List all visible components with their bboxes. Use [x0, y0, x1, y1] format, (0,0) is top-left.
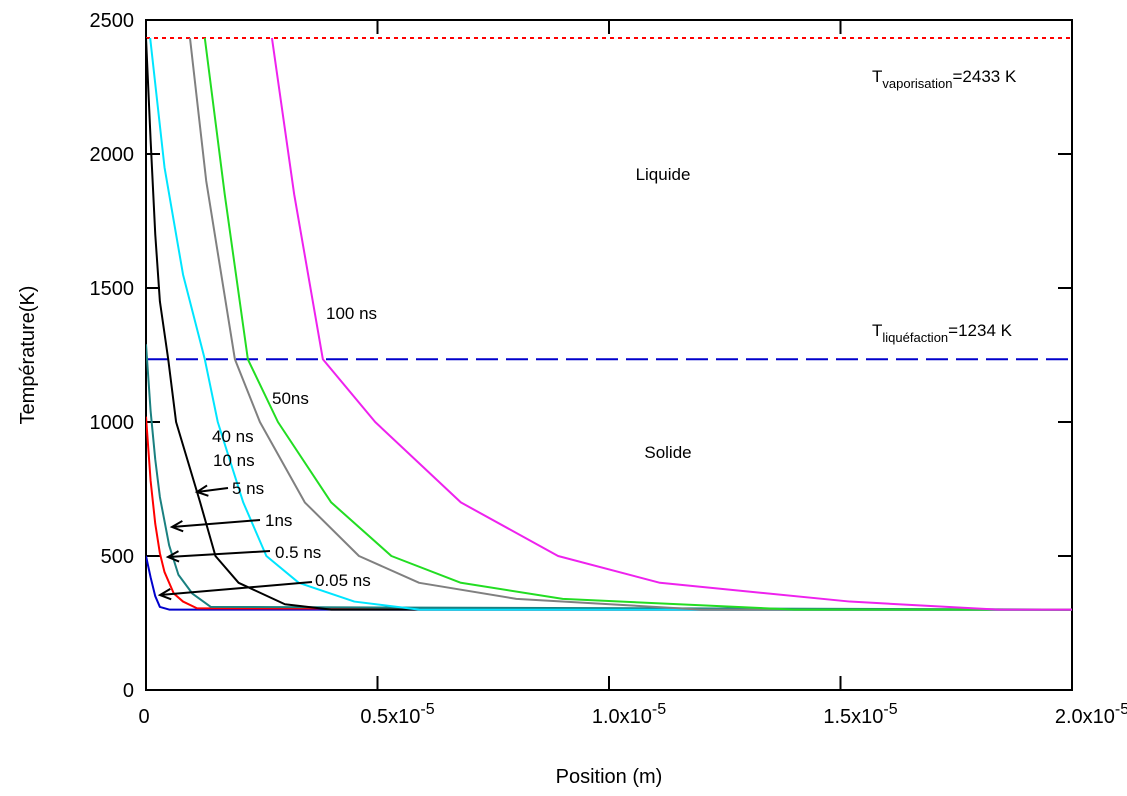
series-label: 0.05 ns — [315, 571, 371, 590]
series-label: 5 ns — [232, 479, 264, 498]
annotation: Liquide — [636, 165, 691, 184]
series-label: 40 ns — [212, 427, 254, 446]
x-tick-label-base: 1.5x10 — [823, 706, 883, 728]
reference-symbol: T — [872, 321, 882, 340]
series-label: 0.5 ns — [275, 543, 321, 562]
y-tick-label: 0 — [123, 680, 134, 702]
series-line — [188, 37, 1072, 611]
series-label: 1ns — [265, 511, 292, 530]
x-tick-label-exponent: -5 — [1115, 701, 1127, 718]
x-tick-label: 0 — [138, 706, 149, 728]
series-label: 10 ns — [213, 451, 255, 470]
x-tick-label-exponent: -5 — [420, 701, 434, 718]
x-tick-label-exponent: -5 — [652, 701, 666, 718]
arrow-shaft — [167, 550, 271, 558]
x-tick-label: 1.5x10-5 — [823, 701, 897, 728]
y-tick-label: 500 — [101, 546, 134, 568]
arrow-shaft — [159, 581, 313, 596]
y-tick-label: 2000 — [90, 144, 135, 166]
arrow-head — [157, 588, 172, 601]
annotation: Solide — [644, 443, 691, 462]
y-axis-label: Température(K) — [17, 286, 39, 425]
arrow-head — [194, 484, 209, 497]
y-tick-label: 1000 — [90, 412, 135, 434]
series-label: 100 ns — [326, 304, 377, 323]
reference-subscript: vaporisation — [882, 76, 952, 91]
series-line — [146, 37, 1072, 611]
x-tick-label: 0.5x10-5 — [360, 701, 434, 728]
x-tick-label: 1.0x10-5 — [592, 701, 666, 728]
x-tick-label-exponent: -5 — [883, 701, 897, 718]
x-tick-label-base: 2.0x10 — [1055, 706, 1115, 728]
reference-symbol: T — [872, 67, 882, 86]
reference-label: Tliquéfaction=1234 K — [872, 321, 1013, 345]
y-tick-label: 1500 — [90, 278, 135, 300]
arrow-shaft — [196, 487, 229, 493]
curves — [146, 36, 1072, 611]
reference-suffix: =2433 K — [953, 67, 1017, 86]
arrow-shaft — [171, 519, 261, 528]
x-tick-label: 2.0x10-5 — [1055, 701, 1127, 728]
x-tick-label-base: 0 — [138, 706, 149, 728]
series-line — [203, 37, 1072, 611]
reference-label: Tvaporisation=2433 K — [872, 67, 1017, 91]
reference-suffix: =1234 K — [948, 321, 1012, 340]
series-line — [146, 555, 1072, 611]
arrow-head — [169, 520, 184, 533]
plot-frame — [145, 19, 1073, 691]
arrow-head — [165, 550, 180, 563]
x-axis-label: Position (m) — [556, 766, 663, 788]
x-tick-label-base: 1.0x10 — [592, 706, 652, 728]
x-tick-label-base: 0.5x10 — [360, 706, 420, 728]
y-tick-label: 2500 — [90, 10, 135, 32]
reference-subscript: liquéfaction — [882, 330, 948, 345]
series-line — [270, 37, 1072, 611]
series-line — [146, 416, 1072, 611]
series-label: 50ns — [272, 389, 309, 408]
series-line — [146, 344, 1072, 611]
series-line — [149, 37, 1072, 611]
